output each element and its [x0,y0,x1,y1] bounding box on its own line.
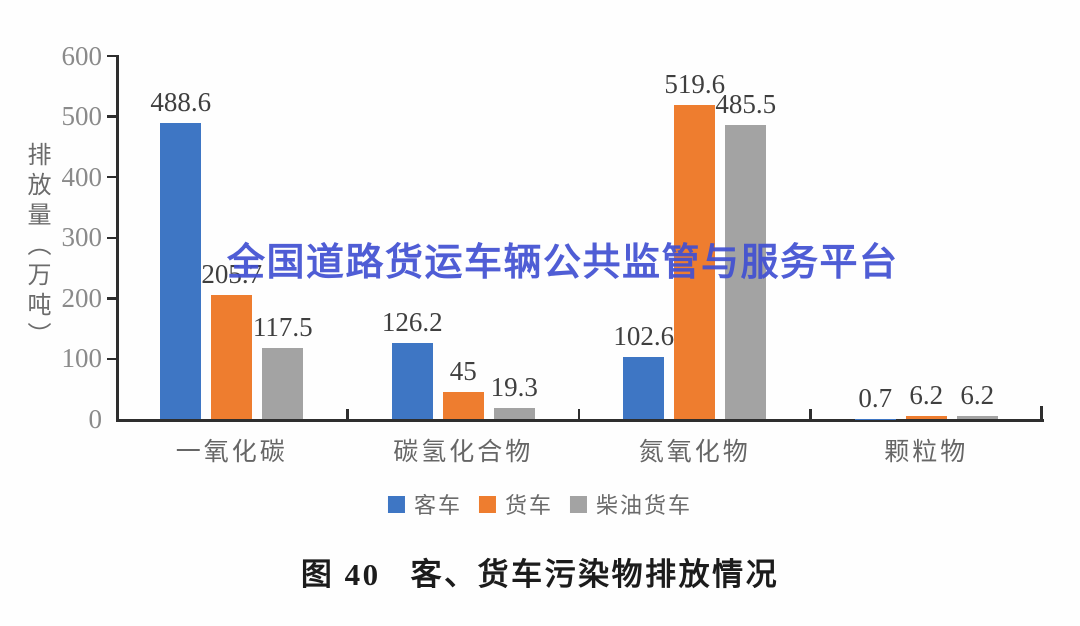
bar [956,415,998,420]
legend-label: 客车 [413,493,462,518]
bar-value-label: 126.2 [381,307,443,338]
y-tick-label: 100 [61,343,103,374]
bar-value-label: 45 [449,356,477,387]
bar [391,343,433,420]
legend-item: 客车 [387,488,462,520]
bar-value-label: 0.7 [858,383,893,414]
x-tick-mark [809,408,812,420]
y-tick-label: 600 [61,40,103,71]
legend-swatch [478,495,496,513]
y-tick-label: 0 [88,404,103,434]
x-axis-end-tick [1040,405,1043,420]
bar-value-label: 6.2 [909,379,944,410]
bar-value-label: 6.2 [960,379,995,410]
y-tick-mark [107,175,116,179]
y-tick-label: 300 [61,222,103,253]
bar [725,125,767,420]
legend-swatch [387,495,405,513]
y-tick-mark [107,236,116,239]
y-tick-label: 200 [61,282,103,313]
legend-label: 柴油货车 [596,493,693,518]
y-axis-title: 排放量（万吨） [23,142,49,352]
bar [211,294,253,420]
y-tick-mark [107,54,116,58]
x-tick-mark [346,408,349,420]
bar [262,348,304,420]
bar [674,104,716,420]
bar-value-label: 519.6 [664,68,726,99]
y-tick-mark [107,115,116,118]
bar-value-label: 19.3 [490,371,538,402]
legend-item: 柴油货车 [570,488,692,520]
x-category-label: 碳氢化合物 [393,439,534,466]
bar [905,415,947,420]
x-category-label: 颗粒物 [884,439,969,466]
legend-swatch [570,495,588,513]
legend: 客车 货车 柴油货车 [387,488,692,520]
bar [160,123,202,420]
bar-value-label: 485.5 [715,89,777,120]
bar-value-label: 205.7 [201,258,263,289]
y-tick-label: 400 [61,161,103,192]
bar-value-label: 488.6 [150,87,212,118]
caption-title: 客、货车污染物排放情况 [410,557,780,592]
y-tick-mark [107,297,116,300]
bar [623,357,665,420]
legend-label: 货车 [504,493,554,518]
y-tick-label: 500 [61,101,103,132]
bar-value-label: 117.5 [252,312,313,343]
y-axis-line [116,55,119,422]
bar [493,407,535,420]
watermark: 全国道路货运车辆公共监管与服务平台 [227,242,899,284]
caption-number: 图 40 [300,557,381,592]
x-axis-line [116,419,1044,422]
x-tick-mark [577,408,581,420]
x-category-label: 氮氧化物 [638,439,751,466]
bar-value-label: 102.6 [613,321,675,352]
x-category-label: 一氧化碳 [175,439,288,466]
chart-caption: 图 40 客、货车污染物排放情况 [0,549,1080,594]
legend-item: 货车 [478,488,554,520]
bar [442,392,484,420]
y-tick-mark [107,357,116,361]
